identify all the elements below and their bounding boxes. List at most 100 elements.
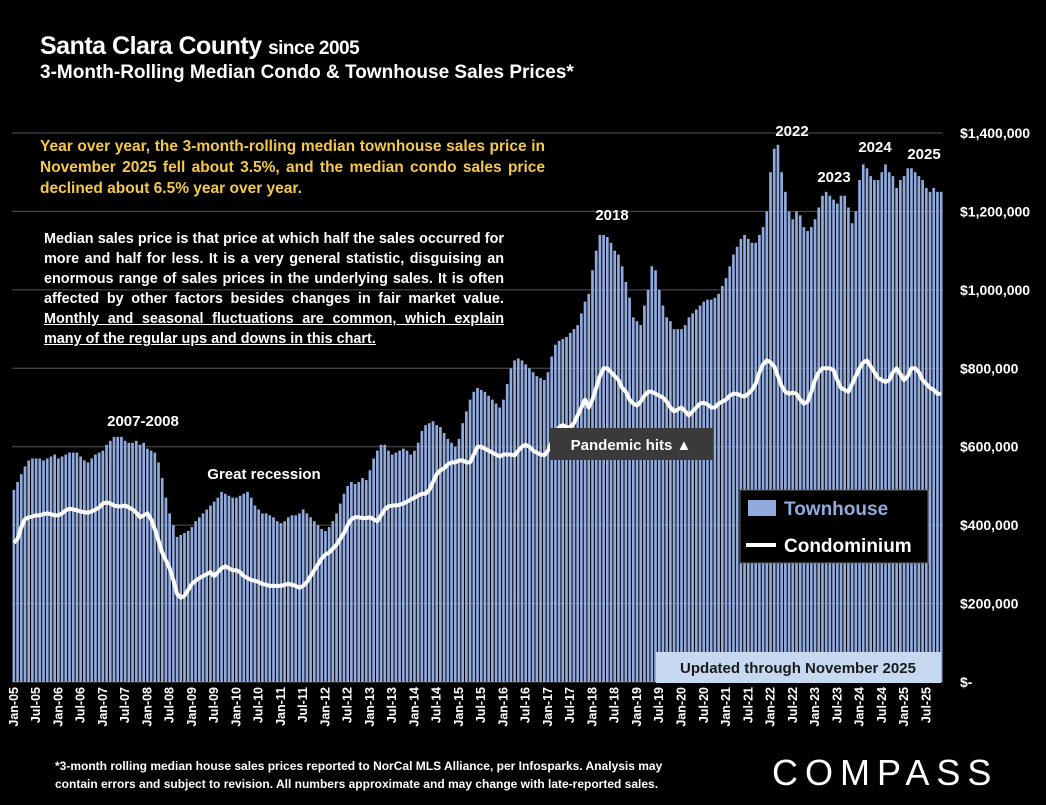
- bar: [457, 438, 461, 682]
- bar: [528, 368, 531, 682]
- note-underlined: Monthly and seasonal fluctuations are co…: [44, 311, 504, 347]
- line: [12, 358, 942, 600]
- bar: [387, 450, 390, 682]
- x-tick-label: Jul-12: [341, 687, 355, 723]
- bar: [709, 299, 713, 682]
- bar: [861, 164, 865, 682]
- bar: [631, 317, 635, 682]
- bar: [390, 454, 394, 682]
- bar: [450, 442, 453, 682]
- bar: [346, 485, 350, 682]
- annotation: 2018: [595, 207, 628, 224]
- bar: [379, 444, 383, 682]
- bar: [42, 460, 45, 682]
- bar: [376, 450, 379, 682]
- bar: [576, 325, 579, 682]
- x-tick-label: Jan-13: [363, 687, 377, 727]
- bar: [784, 191, 787, 683]
- x-tick-label: Jan-22: [764, 687, 778, 727]
- bar: [758, 234, 761, 682]
- annotation-box: [656, 652, 941, 683]
- x-tick-label: Jan-23: [808, 687, 822, 727]
- bar: [90, 458, 94, 682]
- bar: [809, 227, 813, 682]
- bar: [27, 460, 31, 682]
- bar: [720, 285, 724, 682]
- bar: [531, 372, 535, 682]
- legend-label: Townhouse: [784, 499, 888, 520]
- bar: [401, 448, 405, 682]
- bar: [335, 513, 338, 682]
- bar: [331, 521, 335, 682]
- bar: [301, 509, 305, 682]
- bar: [746, 238, 750, 682]
- bar: [887, 172, 891, 682]
- bar: [587, 293, 591, 682]
- bar: [112, 436, 116, 682]
- bar: [769, 172, 772, 682]
- annotation: Pandemic hits ▲: [571, 437, 692, 454]
- bar: [880, 172, 884, 682]
- bar: [865, 168, 869, 683]
- bar: [279, 523, 283, 682]
- bar: [461, 423, 464, 682]
- bar: [134, 440, 138, 682]
- bar: [483, 391, 487, 682]
- bar: [795, 211, 798, 682]
- bar: [821, 195, 824, 682]
- x-tick-label: Jul-07: [118, 687, 132, 723]
- bar: [60, 456, 64, 682]
- bar: [394, 452, 398, 682]
- bar: [290, 515, 294, 682]
- annotation: 2022: [775, 123, 808, 140]
- x-tick-label: Jul-13: [385, 687, 399, 723]
- annotation-box: [550, 428, 713, 460]
- bar: [353, 483, 357, 682]
- bar: [160, 478, 164, 682]
- x-tick-label: Jul-22: [786, 687, 800, 723]
- bar: [513, 360, 516, 682]
- bar: [194, 521, 197, 682]
- bar: [131, 442, 134, 682]
- bar: [802, 227, 806, 682]
- x-tick-label: Jul-24: [875, 687, 889, 723]
- x-tick-label: Jan-25: [897, 687, 911, 727]
- bar: [921, 180, 924, 683]
- bar: [53, 454, 56, 682]
- bar: [743, 234, 746, 682]
- bar: [646, 289, 650, 682]
- bar: [835, 203, 839, 683]
- bar: [650, 266, 654, 682]
- bar: [683, 325, 687, 682]
- bar: [902, 176, 906, 682]
- bar: [554, 344, 557, 682]
- y-tick-label: $600,000: [960, 439, 1019, 455]
- bar: [305, 513, 309, 682]
- bar: [201, 513, 205, 682]
- bar: [839, 195, 843, 682]
- bar: [854, 211, 858, 682]
- bar: [687, 317, 691, 682]
- bar: [101, 450, 105, 682]
- bar: [639, 325, 643, 682]
- summary: Year over year, the 3-month-rolling medi…: [40, 138, 545, 197]
- bar: [754, 242, 758, 683]
- bar: [409, 454, 413, 682]
- bar: [264, 513, 268, 682]
- bar: [283, 521, 286, 682]
- bar: [31, 458, 34, 682]
- bar: [791, 219, 795, 682]
- legend: Townhouse Condominium: [739, 489, 929, 564]
- footnote: *3-month rolling median house sales pric…: [55, 757, 662, 793]
- logo: COMPASS: [772, 752, 999, 793]
- bar: [561, 338, 565, 682]
- bar: [34, 458, 38, 682]
- bar: [316, 525, 320, 682]
- annotation: Updated through November 2025: [680, 660, 916, 677]
- bar: [665, 317, 669, 682]
- x-tick-label: Jul-21: [741, 687, 755, 723]
- bar: [431, 421, 435, 682]
- annotation: 2025: [907, 146, 940, 163]
- bar: [398, 450, 401, 682]
- bar: [465, 411, 468, 682]
